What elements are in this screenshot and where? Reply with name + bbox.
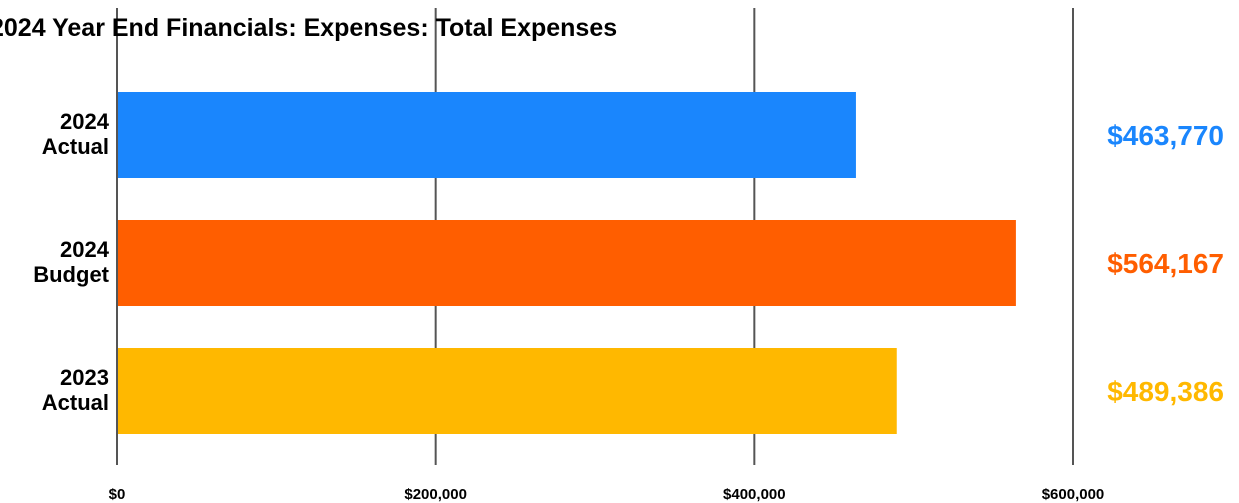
category-label-line: Budget — [33, 262, 109, 287]
category-label-line: Actual — [42, 134, 109, 159]
bar-1 — [118, 220, 1016, 306]
category-label-line: 2024 — [60, 109, 110, 134]
category-label-0: 2024 Actual — [42, 109, 110, 159]
category-label-1: 2024 Budget — [33, 237, 110, 287]
value-label-0: $463,770 — [1107, 120, 1224, 151]
bar-0 — [118, 92, 856, 178]
category-label-2: 2023 Actual — [42, 365, 109, 415]
value-label-2: $489,386 — [1107, 376, 1224, 407]
category-label-line: 2024 — [60, 237, 110, 262]
category-label-line: Actual — [42, 390, 109, 415]
chart-title: 2024 Year End Financials: Expenses: Tota… — [0, 14, 618, 42]
bar-2 — [118, 348, 897, 434]
x-tick-label-0: $0 — [109, 486, 126, 503]
x-tick-label-1: $200,000 — [404, 486, 467, 503]
x-tick-label-3: $600,000 — [1042, 486, 1105, 503]
value-label-1: $564,167 — [1107, 248, 1224, 279]
category-label-line: 2023 — [60, 365, 109, 390]
x-tick-label-2: $400,000 — [723, 486, 786, 503]
